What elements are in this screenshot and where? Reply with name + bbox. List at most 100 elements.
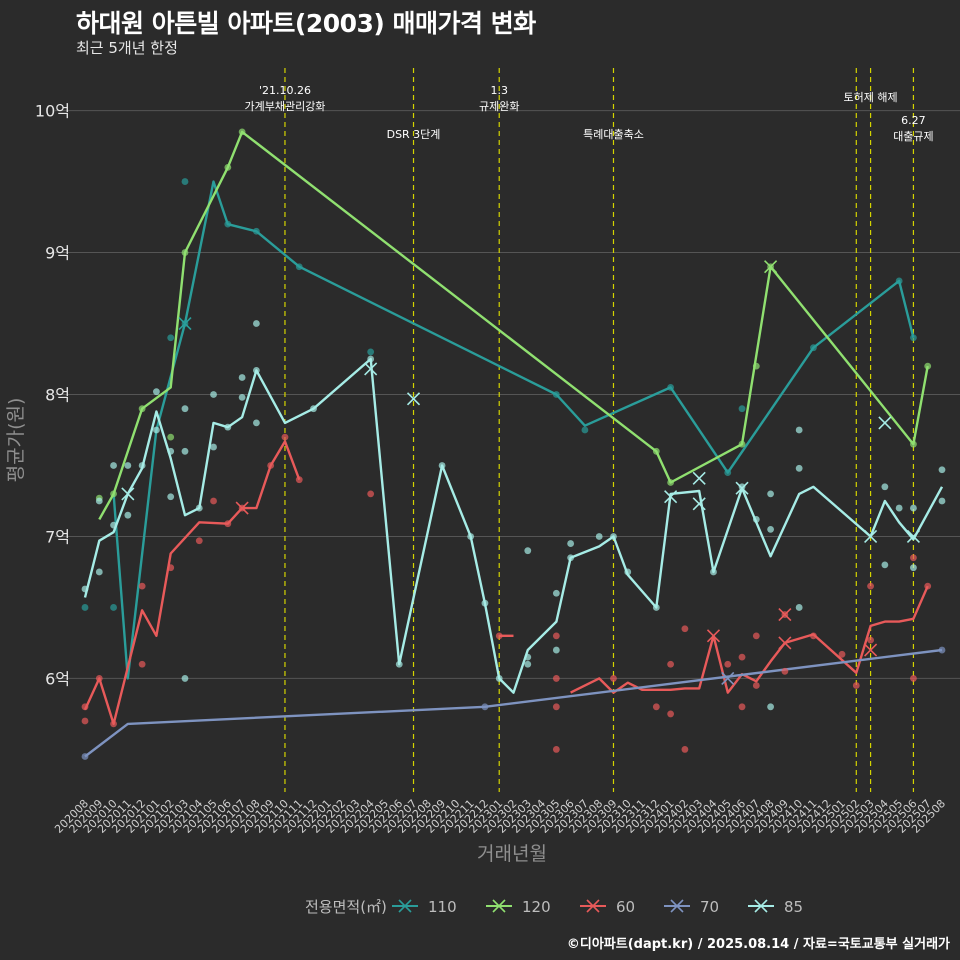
data-point-85	[524, 547, 532, 555]
data-point-60	[138, 660, 146, 668]
data-point-85	[181, 675, 189, 682]
data-point-85	[524, 653, 532, 661]
data-point-85	[552, 646, 560, 654]
event-label: 토허제 해제	[844, 90, 898, 104]
data-point-60	[681, 625, 689, 633]
data-point-60	[295, 476, 303, 484]
series-points	[81, 128, 946, 760]
legend-cross	[586, 899, 600, 913]
data-point-85	[624, 568, 632, 576]
legend-cross	[754, 899, 768, 913]
cross-stroke	[906, 529, 920, 544]
event-label: '21.10.26	[259, 84, 311, 97]
data-point-60	[752, 682, 760, 689]
cross-stroke	[778, 636, 792, 650]
data-point-85	[767, 525, 774, 533]
legend-cross	[492, 899, 506, 913]
data-point-85	[795, 604, 803, 611]
cross-marker-60	[706, 629, 721, 643]
data-point-85	[938, 466, 946, 474]
cross-stroke	[178, 316, 192, 331]
data-point-60	[552, 703, 560, 711]
legend-label: 85	[784, 898, 803, 916]
data-point-110	[910, 334, 917, 342]
legend-item-120: 120	[486, 898, 551, 916]
legend-cross	[398, 899, 412, 913]
data-point-110	[667, 384, 675, 391]
data-point-120	[181, 249, 189, 256]
cross-stroke	[121, 487, 135, 501]
data-point-85	[253, 366, 260, 374]
data-point-110	[810, 344, 817, 352]
series-line-120	[98, 130, 929, 520]
data-point-60	[781, 667, 789, 675]
cross-stroke	[764, 260, 778, 274]
data-point-120	[752, 362, 760, 370]
data-point-60	[81, 703, 89, 711]
data-point-85	[595, 533, 603, 540]
cross-stroke	[721, 671, 735, 685]
cross-stroke	[864, 529, 878, 544]
data-point-85	[910, 504, 917, 512]
data-point-85	[438, 462, 446, 469]
data-point-85	[910, 564, 917, 572]
data-point-60	[867, 582, 874, 590]
legend-title: 전용면적(㎡)	[305, 898, 387, 916]
cross-stroke	[235, 501, 249, 515]
data-point-85	[467, 533, 475, 540]
cross-marker-85	[906, 529, 920, 544]
data-point-60	[367, 490, 375, 498]
data-point-85	[95, 497, 103, 505]
data-point-85	[224, 423, 232, 431]
data-point-120	[138, 405, 146, 413]
data-point-85	[238, 374, 246, 381]
data-point-60	[838, 650, 846, 658]
data-point-110	[367, 348, 375, 356]
data-point-110	[253, 227, 260, 235]
data-point-85	[124, 511, 132, 519]
data-point-85	[481, 599, 489, 607]
y-tick-label: 9억	[45, 244, 70, 263]
data-point-85	[110, 462, 117, 469]
data-point-85	[195, 504, 203, 512]
data-point-85	[881, 483, 889, 491]
series-line-110	[112, 180, 915, 680]
cross-stroke	[878, 416, 892, 430]
data-point-110	[895, 277, 903, 285]
data-point-85	[310, 405, 317, 413]
data-point-60	[724, 660, 732, 668]
data-point-60	[81, 717, 89, 725]
data-point-85	[124, 462, 132, 469]
event-label: 규제완화	[479, 100, 519, 113]
data-point-85	[153, 388, 160, 396]
x-axis-ticks: 2020082020092020102020112020122021012021…	[52, 797, 948, 836]
data-point-60	[910, 554, 917, 562]
data-point-120	[738, 440, 746, 448]
cross-stroke	[364, 362, 378, 376]
cross-marker-60	[778, 636, 792, 650]
data-point-60	[738, 653, 746, 661]
cross-stroke	[406, 392, 421, 406]
data-point-110	[724, 469, 732, 476]
data-point-85	[95, 568, 103, 576]
data-point-60	[610, 675, 617, 682]
cross-marker-60	[864, 643, 878, 657]
event-label: 특례대출축소	[583, 128, 644, 141]
data-point-60	[281, 433, 289, 441]
data-point-85	[567, 554, 575, 562]
data-point-85	[652, 604, 660, 611]
y-axis-ticks: 6억 7억 8억 9억 10억	[35, 102, 70, 689]
cross-stroke	[735, 481, 749, 495]
data-point-85	[367, 355, 375, 363]
data-point-85	[610, 533, 617, 540]
data-point-85	[110, 521, 117, 529]
data-point-85	[752, 516, 760, 523]
data-point-60	[195, 537, 203, 545]
data-point-60	[738, 703, 746, 711]
cross-stroke	[706, 629, 721, 643]
data-point-120	[667, 479, 675, 486]
data-point-60	[652, 703, 660, 711]
data-point-60	[138, 582, 146, 590]
cross-marker-85	[735, 481, 749, 495]
